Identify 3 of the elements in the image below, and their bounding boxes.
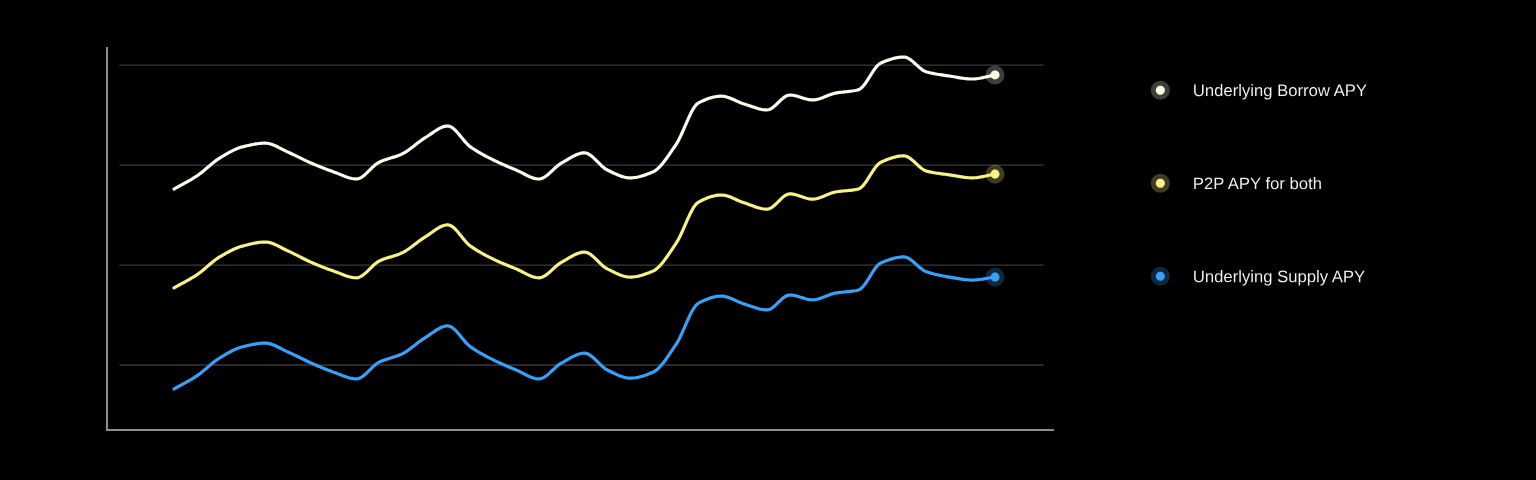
legend-label: P2P APY for both bbox=[1194, 177, 1321, 190]
legend-label: Underlying Supply APY bbox=[1194, 270, 1365, 286]
legend-label: Underlying Borrow APY bbox=[1194, 84, 1367, 100]
